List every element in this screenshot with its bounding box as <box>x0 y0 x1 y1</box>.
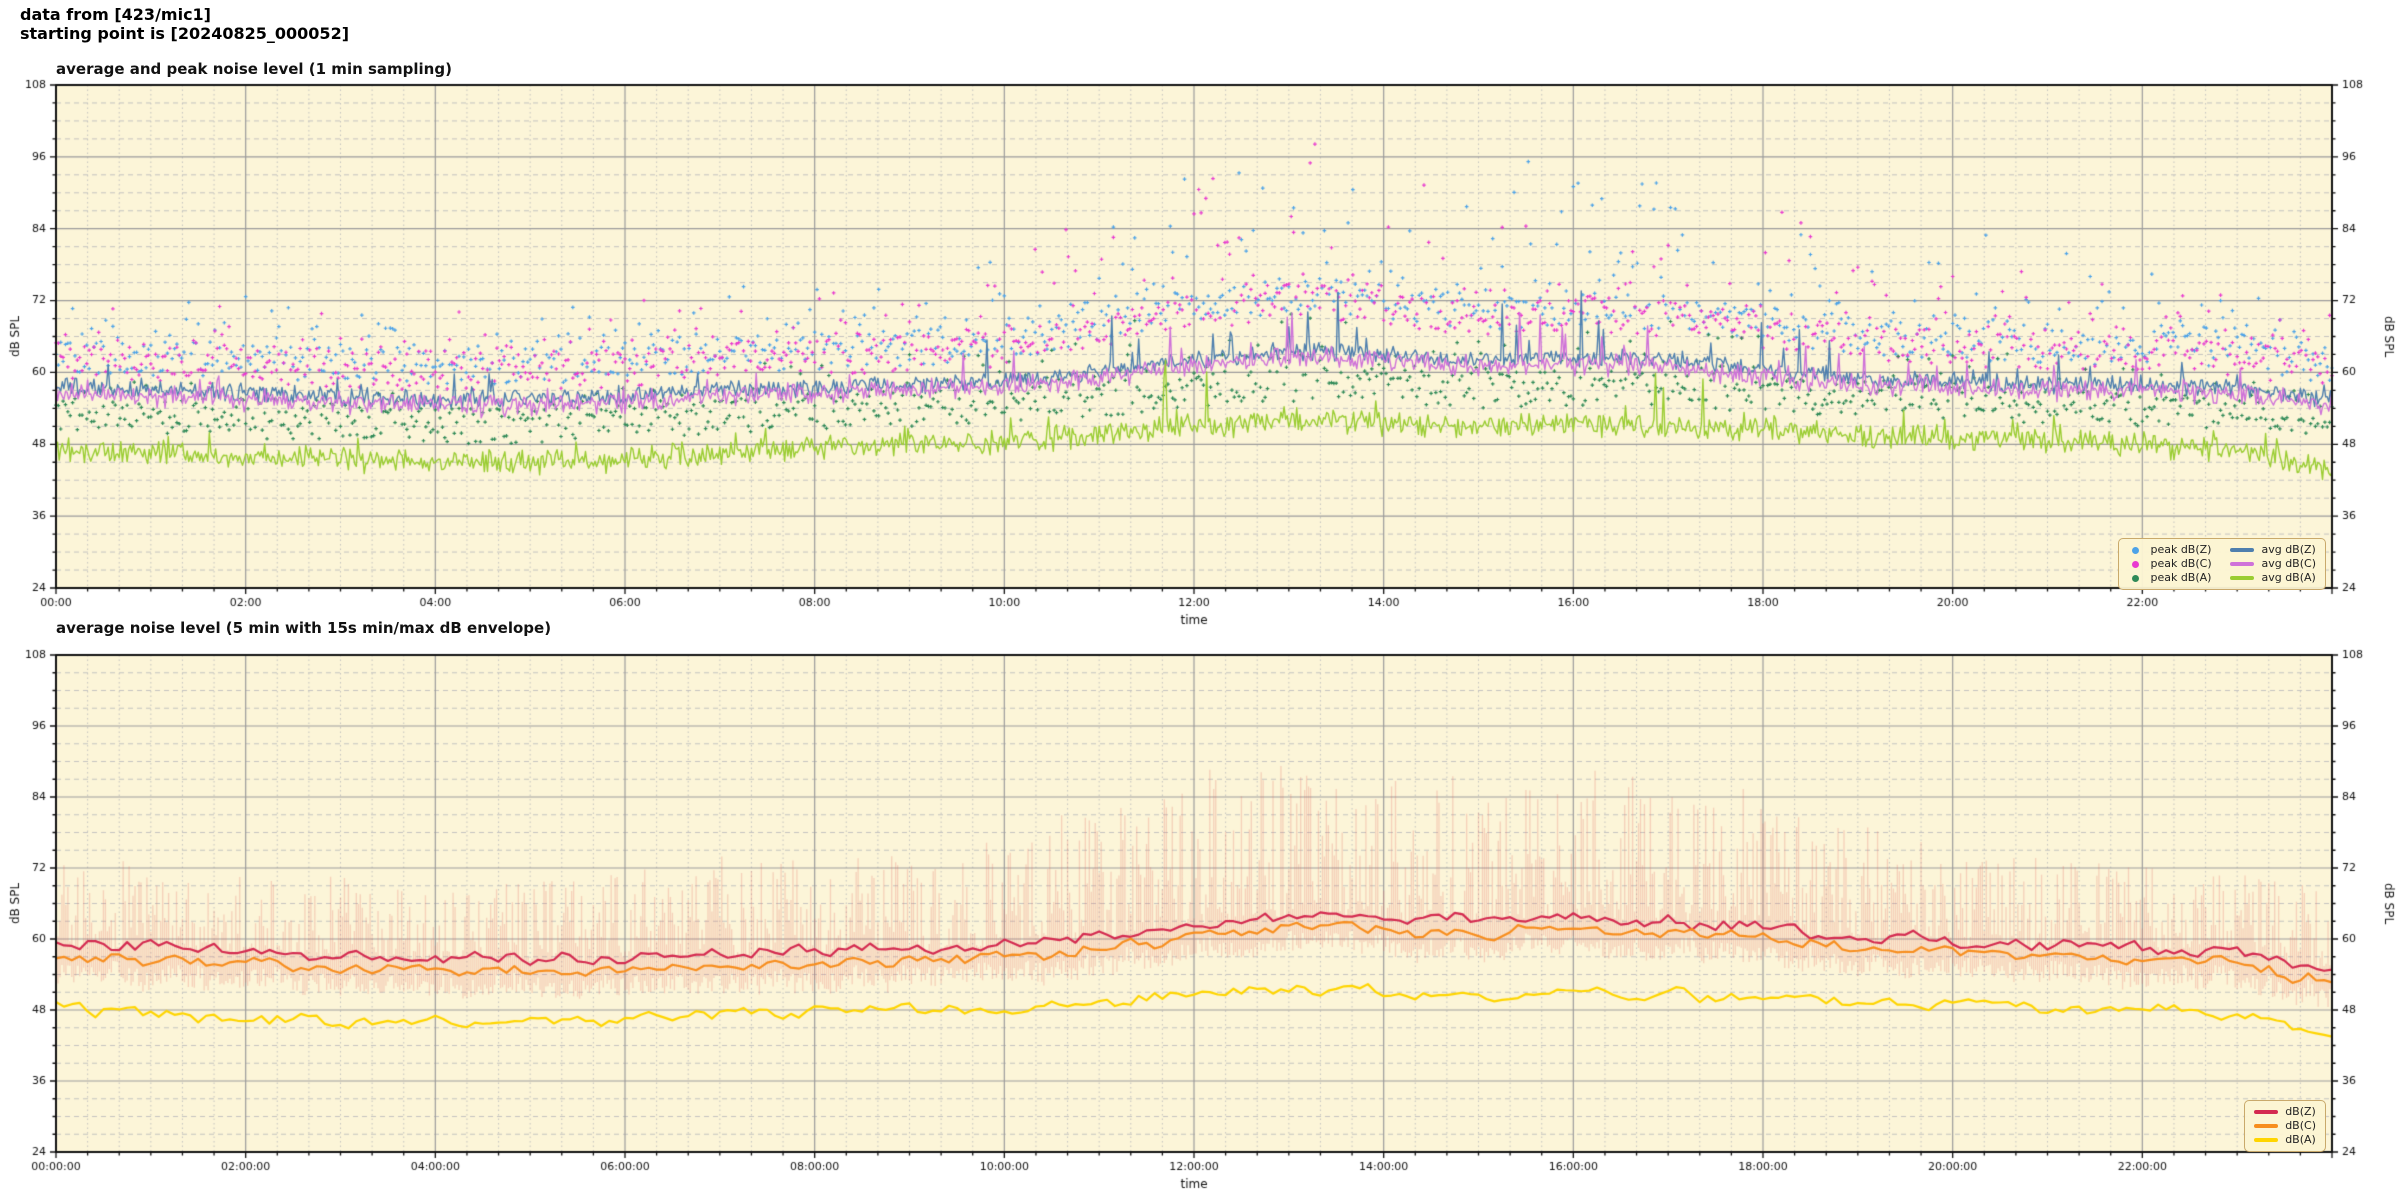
legend-item-db-c: dB(C) <box>2254 1119 2316 1133</box>
legend-row: peak dB(C) avg dB(C) <box>2128 557 2316 571</box>
avg-db-a-line-swatch-icon <box>2230 576 2255 580</box>
header-starting-point: starting point is [20240825_000052] <box>20 24 350 43</box>
chart1-canvas <box>0 75 2400 637</box>
legend-row: dB(C) <box>2254 1119 2316 1133</box>
peak-db-a-dot-marker-icon <box>2132 574 2140 582</box>
avg-db-c-line-swatch-icon <box>2230 562 2255 566</box>
legend-item-db-a: dB(A) <box>2254 1133 2316 1147</box>
peak-db-c-dot-marker-icon <box>2132 560 2140 568</box>
legend-item-peak-db-a: peak dB(A) <box>2128 571 2230 585</box>
avg-db-z-line-swatch-icon <box>2230 548 2255 552</box>
legend-label-db-c: dB(C) <box>2285 1119 2316 1132</box>
legend-item-avg-db-c: avg dB(C) <box>2230 557 2316 571</box>
legend-row: peak dB(A) avg dB(A) <box>2128 571 2316 585</box>
legend-item-db-z: dB(Z) <box>2254 1105 2316 1119</box>
chart1-title: average and peak noise level (1 min samp… <box>56 60 452 78</box>
legend-label-peak-db-z: peak dB(Z) <box>2150 543 2212 556</box>
legend-label-avg-db-c: avg dB(C) <box>2261 557 2316 570</box>
legend-row: dB(A) <box>2254 1133 2316 1147</box>
chart1-legend: peak dB(Z) avg dB(Z) peak dB(C) avg dB(C) pe… <box>2118 538 2326 590</box>
legend-label-db-z: dB(Z) <box>2285 1105 2316 1118</box>
peak-db-z-dot-marker-icon <box>2132 546 2140 554</box>
legend-label-db-a: dB(A) <box>2285 1133 2316 1146</box>
chart2-canvas <box>0 640 2400 1196</box>
legend-item-avg-db-z: avg dB(Z) <box>2230 543 2316 557</box>
db-z-line-swatch-icon <box>2254 1110 2279 1114</box>
legend-label-peak-db-c: peak dB(C) <box>2150 557 2212 570</box>
header-data-source: data from [423/mic1] <box>20 5 211 24</box>
legend-row: peak dB(Z) avg dB(Z) <box>2128 543 2316 557</box>
legend-row: dB(Z) <box>2254 1105 2316 1119</box>
legend-item-avg-db-a: avg dB(A) <box>2230 571 2316 585</box>
legend-label-avg-db-a: avg dB(A) <box>2261 571 2316 584</box>
chart2-legend: dB(Z) dB(C) dB(A) <box>2244 1100 2326 1152</box>
db-c-line-swatch-icon <box>2254 1124 2279 1128</box>
legend-label-avg-db-z: avg dB(Z) <box>2261 543 2316 556</box>
legend-item-peak-db-c: peak dB(C) <box>2128 557 2230 571</box>
report-header: data from [423/mic1] starting point is [… <box>20 5 349 43</box>
legend-item-peak-db-z: peak dB(Z) <box>2128 543 2230 557</box>
chart2-title: average noise level (5 min with 15s min/… <box>56 619 552 637</box>
legend-label-peak-db-a: peak dB(A) <box>2150 571 2212 584</box>
db-a-line-swatch-icon <box>2254 1138 2279 1142</box>
